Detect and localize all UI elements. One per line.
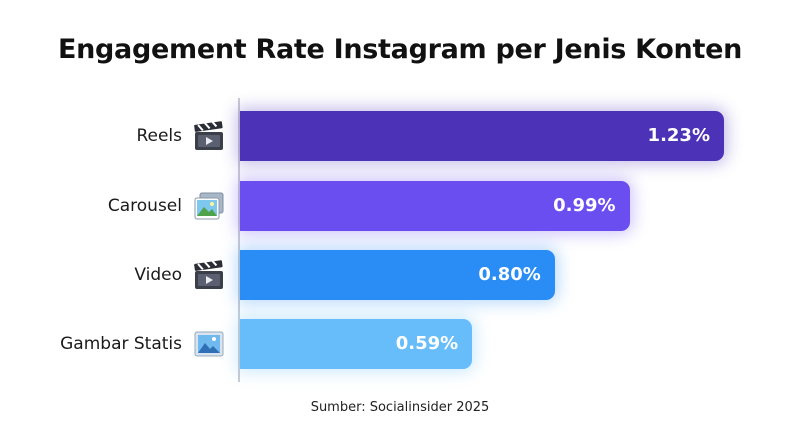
bar-row: Gambar Statis 0.59% bbox=[0, 319, 800, 369]
clapperboard-icon bbox=[192, 258, 226, 292]
picture-icon bbox=[192, 327, 226, 361]
value-label: 0.99% bbox=[553, 195, 616, 216]
bar-row: Video 0.80% bbox=[0, 250, 800, 300]
value-label: 0.80% bbox=[478, 264, 541, 285]
bar: 1.23% bbox=[240, 111, 724, 161]
category-label: Reels bbox=[136, 126, 182, 146]
value-label: 1.23% bbox=[647, 125, 710, 146]
bar: 0.59% bbox=[240, 319, 473, 369]
category-label: Carousel bbox=[107, 196, 182, 216]
y-axis-line bbox=[238, 98, 240, 382]
photos-icon bbox=[192, 189, 226, 223]
chart-title: Engagement Rate Instagram per Jenis Kont… bbox=[57, 34, 743, 65]
bar-row: Reels 1.23% bbox=[0, 111, 800, 161]
bar-row: Carousel 0.99% bbox=[0, 181, 800, 231]
category-label: Video bbox=[134, 265, 182, 285]
clapperboard-icon bbox=[192, 119, 226, 153]
source-note: Sumber: Socialinsider 2025 bbox=[310, 400, 490, 415]
bar: 0.99% bbox=[240, 181, 630, 231]
value-label: 0.59% bbox=[395, 333, 459, 354]
category-label: Gambar Statis bbox=[60, 334, 182, 354]
bar: 0.80% bbox=[240, 250, 555, 300]
